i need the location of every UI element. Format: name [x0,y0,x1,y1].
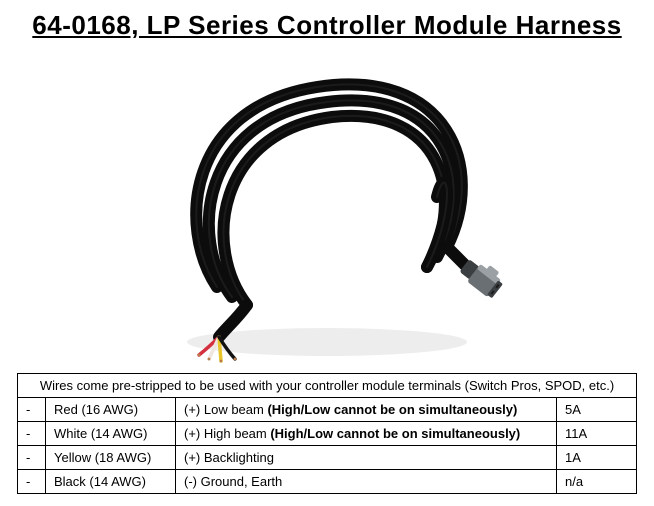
row-wire: Yellow (18 AWG) [46,446,176,470]
wire-table: Wires come pre-stripped to be used with … [17,373,637,494]
row-wire: Red (16 AWG) [46,398,176,422]
harness-figure [147,47,507,365]
table-caption: Wires come pre-stripped to be used with … [18,374,637,398]
harness-illustration [147,47,507,365]
row-amperage: n/a [557,470,637,494]
row-amperage: 11A [557,422,637,446]
row-dash: - [18,422,46,446]
row-amperage: 1A [557,446,637,470]
row-description: (+) High beam (High/Low cannot be on sim… [176,422,557,446]
row-description: (-) Ground, Earth [176,470,557,494]
row-amperage: 5A [557,398,637,422]
page-title: 64-0168, LP Series Controller Module Har… [32,10,621,41]
row-description: (+) Low beam (High/Low cannot be on simu… [176,398,557,422]
table-row: -White (14 AWG)(+) High beam (High/Low c… [18,422,637,446]
table-row: -Yellow (18 AWG)(+) Backlighting1A [18,446,637,470]
table-row: -Red (16 AWG)(+) Low beam (High/Low cann… [18,398,637,422]
row-dash: - [18,470,46,494]
row-wire: Black (14 AWG) [46,470,176,494]
table-row: -Black (14 AWG)(-) Ground, Earthn/a [18,470,637,494]
row-wire: White (14 AWG) [46,422,176,446]
row-description: (+) Backlighting [176,446,557,470]
row-dash: - [18,398,46,422]
row-dash: - [18,446,46,470]
product-sheet: 64-0168, LP Series Controller Module Har… [0,0,654,506]
